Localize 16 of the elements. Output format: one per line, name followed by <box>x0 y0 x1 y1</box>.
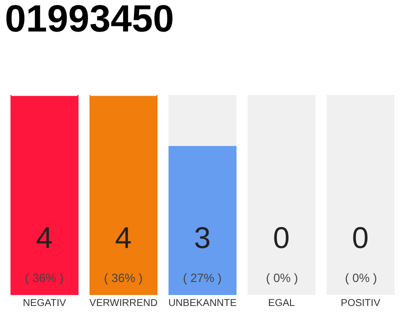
chart-title: 01993450 <box>4 0 174 40</box>
data-label: 4 <box>36 222 53 255</box>
x-tick-label: POSITIV <box>340 298 381 309</box>
annotation: ( 0% ) <box>345 271 378 285</box>
x-tick-label: UNBEKANNTE <box>168 298 237 309</box>
annotation: ( 0% ) <box>266 271 298 285</box>
data-label: 0 <box>273 222 290 255</box>
data-label: 0 <box>352 222 369 255</box>
x-tick-label: VERWIRREND <box>89 298 158 309</box>
annotation: ( 36% ) <box>104 271 143 285</box>
data-label: 4 <box>115 222 132 255</box>
x-tick-label: NEGATIV <box>22 298 66 309</box>
x-tick-label: EGAL <box>268 298 296 309</box>
annotation: ( 36% ) <box>25 271 64 285</box>
annotation: ( 27% ) <box>183 271 222 285</box>
data-label: 3 <box>194 222 211 255</box>
